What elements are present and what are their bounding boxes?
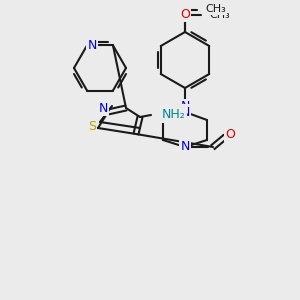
Text: O: O bbox=[180, 8, 190, 20]
Text: CH₃: CH₃ bbox=[205, 4, 226, 14]
Text: N: N bbox=[180, 140, 190, 154]
Text: O: O bbox=[225, 128, 235, 140]
Text: O: O bbox=[180, 5, 190, 19]
Text: NH₂: NH₂ bbox=[162, 109, 186, 122]
Text: N: N bbox=[98, 101, 108, 115]
Text: N: N bbox=[180, 100, 190, 113]
Text: CH₃: CH₃ bbox=[209, 10, 230, 20]
Text: N: N bbox=[180, 106, 190, 118]
Text: N: N bbox=[87, 39, 97, 52]
Text: S: S bbox=[88, 119, 96, 133]
